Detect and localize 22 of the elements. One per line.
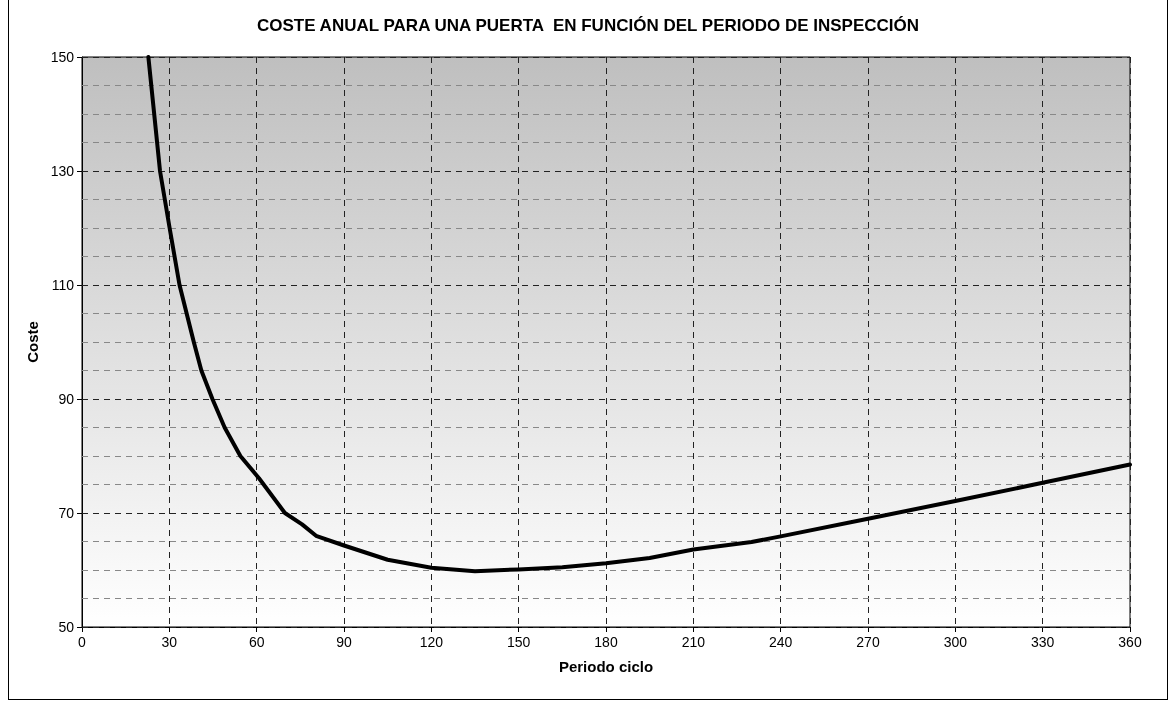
x-tick-label: 0 — [78, 634, 87, 650]
x-axis-title: Periodo ciclo — [558, 658, 654, 675]
y-tick-label: 110 — [51, 277, 75, 293]
y-tick-label: 50 — [58, 619, 75, 635]
x-tick-label: 120 — [419, 634, 444, 650]
x-tick-label: 300 — [943, 634, 968, 650]
chart-title: COSTE ANUAL PARA UNA PUERTA EN FUNCIÓN DEL PERIODO DE INSPECCIÓN — [256, 16, 920, 35]
x-tick-label: 60 — [248, 634, 265, 650]
x-tick-label: 150 — [506, 634, 531, 650]
x-tick-label: 240 — [768, 634, 793, 650]
x-tick-label: 210 — [681, 634, 706, 650]
y-tick-label: 70 — [58, 505, 75, 521]
x-tick-label: 270 — [856, 634, 880, 650]
y-tick-label: 150 — [50, 49, 75, 65]
y-axis-title: Coste — [23, 321, 41, 363]
y-tick-label: 130 — [50, 163, 75, 179]
y-tick-label: 90 — [58, 391, 75, 407]
x-tick-label: 30 — [161, 634, 178, 650]
x-tick-label: 90 — [336, 634, 352, 650]
x-tick-label: 180 — [594, 634, 618, 650]
x-tick-label: 360 — [1118, 634, 1142, 650]
x-tick-label: 330 — [1030, 634, 1055, 650]
